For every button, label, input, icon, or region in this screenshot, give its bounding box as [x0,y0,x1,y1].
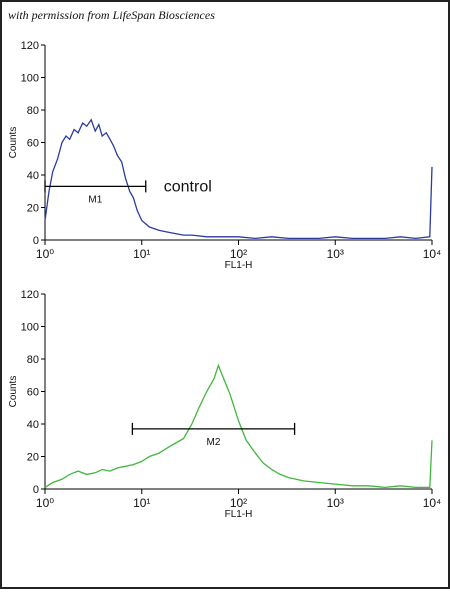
y-tick-label: 60 [27,138,39,150]
x-axis-title: FL1-H [225,260,253,271]
y-tick-label: 80 [27,354,39,366]
x-tick-label: 10¹ [133,247,150,261]
y-tick-label: 40 [27,419,39,431]
x-tick-label: 10⁴ [423,247,442,261]
x-tick-label: 10² [230,496,247,510]
x-tick-label: 10⁰ [36,247,54,261]
histogram-line [44,363,433,489]
y-tick-label: 80 [27,105,39,117]
y-tick-label: 20 [27,203,39,215]
y-axis-title: Counts [8,376,19,408]
x-axis-title: FL1-H [225,509,253,520]
credit: with permission from LifeSpan Bioscience… [8,8,215,22]
x-tick-label: 10⁴ [423,496,442,510]
annotation: control [164,178,212,195]
y-tick-label: 120 [21,40,39,52]
x-tick-label: 10⁰ [36,496,54,510]
gate-label: M2 [207,437,221,448]
histogram-line [44,118,433,240]
x-tick-label: 10¹ [133,496,150,510]
x-tick-label: 10³ [327,247,344,261]
y-axis-title: Counts [8,127,19,159]
gate-label: M1 [88,194,102,205]
y-tick-label: 100 [21,322,39,334]
y-tick-label: 20 [27,452,39,464]
x-tick-label: 10³ [327,496,344,510]
y-tick-label: 100 [21,73,39,85]
y-tick-label: 120 [21,289,39,301]
y-tick-label: 0 [33,484,39,496]
y-tick-label: 0 [33,235,39,247]
x-tick-label: 10² [230,247,247,261]
y-tick-label: 40 [27,170,39,182]
y-tick-label: 60 [27,387,39,399]
